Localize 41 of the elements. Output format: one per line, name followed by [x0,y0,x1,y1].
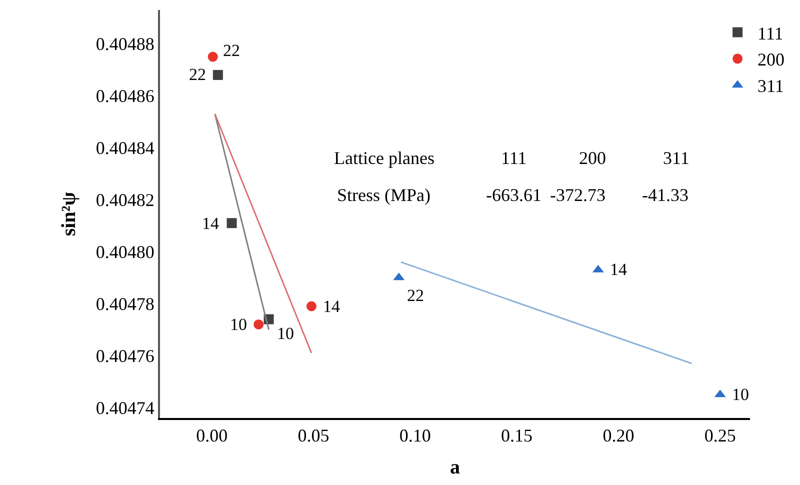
y-tick-label: 0.40474 [96,398,154,418]
legend-label: 311 [758,76,784,96]
x-tick-label: 0.00 [196,426,228,446]
annotation: 22 [223,41,240,60]
annotation: 111 [501,148,527,168]
annotation: 14 [323,297,340,316]
annotation: Stress (MPa) [337,185,431,205]
y-tick-label: 0.40484 [96,138,154,158]
point [254,319,264,330]
annotation: 14 [202,214,220,233]
point [208,52,218,62]
annotation: 22 [189,65,206,84]
y-tick-label: 0.40476 [96,346,154,366]
x-tick-label: 0.15 [501,426,533,446]
annotation: 200 [579,148,606,168]
point [226,218,237,228]
annotation: 22 [407,286,424,305]
x-tick-label: 0.10 [399,426,431,446]
annotation: Lattice planes [334,148,434,168]
y-tick-label: 0.40482 [96,190,154,210]
legend-label: 200 [758,50,785,70]
annotation: 10 [732,385,749,404]
y-tick-label: 0.40480 [96,242,154,262]
annotation: 10 [277,324,294,343]
annotation: 10 [230,315,247,334]
x-tick-label: 0.20 [602,426,634,446]
annotation: -41.33 [642,185,688,205]
y-axis-title: sin²ψ [58,192,80,236]
annotation: -663.61 [486,185,542,205]
legend-label: 111 [758,23,784,44]
point [212,70,223,80]
x-tick-label: 0.05 [298,426,330,446]
annotation: 311 [663,148,690,168]
x-tick-label: 0.25 [704,426,736,446]
point [306,301,316,312]
x-axis-title: a [450,456,460,479]
annotation: -372.73 [550,185,606,205]
annotation: 14 [610,260,628,279]
y-tick-label: 0.40486 [96,86,154,106]
y-tick-label: 0.40488 [96,34,154,54]
y-tick-label: 0.40478 [96,294,154,314]
